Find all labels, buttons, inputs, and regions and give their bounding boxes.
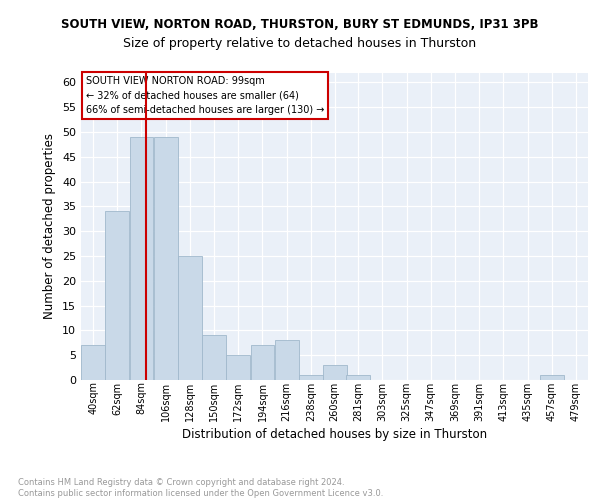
Bar xyxy=(154,137,178,380)
Bar xyxy=(346,375,370,380)
X-axis label: Distribution of detached houses by size in Thurston: Distribution of detached houses by size … xyxy=(182,428,487,440)
Bar xyxy=(178,256,202,380)
Text: Contains HM Land Registry data © Crown copyright and database right 2024.
Contai: Contains HM Land Registry data © Crown c… xyxy=(18,478,383,498)
Bar xyxy=(226,355,250,380)
Text: SOUTH VIEW NORTON ROAD: 99sqm
← 32% of detached houses are smaller (64)
66% of s: SOUTH VIEW NORTON ROAD: 99sqm ← 32% of d… xyxy=(86,76,325,115)
Text: SOUTH VIEW, NORTON ROAD, THURSTON, BURY ST EDMUNDS, IP31 3PB: SOUTH VIEW, NORTON ROAD, THURSTON, BURY … xyxy=(61,18,539,30)
Bar xyxy=(299,375,323,380)
Bar xyxy=(130,137,154,380)
Bar xyxy=(81,346,105,380)
Bar xyxy=(323,365,347,380)
Bar xyxy=(540,375,563,380)
Bar xyxy=(251,346,274,380)
Bar xyxy=(202,336,226,380)
Bar xyxy=(275,340,299,380)
Text: Size of property relative to detached houses in Thurston: Size of property relative to detached ho… xyxy=(124,38,476,51)
Bar xyxy=(106,212,129,380)
Y-axis label: Number of detached properties: Number of detached properties xyxy=(43,133,56,320)
